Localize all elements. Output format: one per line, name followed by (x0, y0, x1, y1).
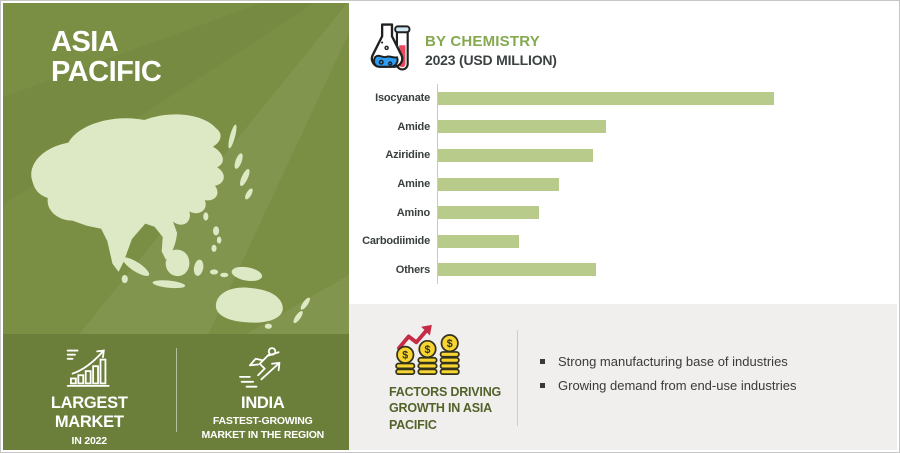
chart-category-label: Others (395, 263, 430, 276)
chart-bar-track (437, 198, 889, 227)
svg-text:$: $ (402, 350, 408, 362)
chart-bar (438, 263, 596, 277)
region-title: ASIA PACIFIC (51, 26, 162, 89)
chart-bar (438, 177, 559, 191)
chart-panel: BY CHEMISTRY 2023 (USD MILLION) Isocyana… (349, 3, 897, 304)
coins-growth-icon: $ $ $ (391, 321, 463, 379)
chart-bar-track (437, 112, 889, 142)
chart-row: Isocyanate (349, 84, 889, 113)
factor-bullet: Strong manufacturing base of industries (540, 354, 796, 369)
chart-category-label: Amide (397, 120, 430, 133)
chart-row: Amide (349, 112, 889, 142)
chemistry-flask-icon (369, 21, 415, 73)
chart-rows: Isocyanate Amide Aziridine Amine Amino Carbod… (349, 84, 889, 285)
factors-divider (517, 330, 518, 426)
chart-bar-track (437, 84, 889, 113)
runner-arrow-icon (230, 344, 296, 390)
stat-largest-market: LARGEST MARKET IN 2022 (3, 334, 176, 450)
asia-pacific-map-icon (31, 114, 310, 329)
chart-category-label: Carbodiimide (362, 235, 430, 248)
growth-chart-icon (56, 344, 122, 390)
svg-text:$: $ (425, 344, 431, 356)
chart-bar-track (437, 226, 889, 256)
stat-title: INDIA (241, 394, 285, 412)
stat-subtitle: IN 2022 (71, 434, 108, 447)
chart-subtitle: 2023 (USD MILLION) (425, 52, 557, 68)
stats-divider (175, 348, 177, 432)
asia-pacific-map (15, 101, 333, 333)
chart-row: Carbodiimide (349, 226, 889, 256)
chart-bar (438, 206, 539, 220)
chart-category-label: Amine (397, 178, 430, 191)
stat-title: LARGEST MARKET (50, 394, 128, 432)
chart-bar (438, 148, 593, 162)
region-panel: ASIA PACIFIC (3, 3, 349, 450)
factor-bullet: Growing demand from end-use industries (540, 378, 796, 393)
svg-text:$: $ (447, 338, 453, 350)
chart-row: Aziridine (349, 141, 889, 170)
chart-row: Amine (349, 169, 889, 199)
stat-subtitle: FASTEST-GROWING MARKET IN THE REGION (201, 415, 325, 441)
region-stats-band: LARGEST MARKET IN 2022 (3, 334, 349, 450)
factors-left: $ $ $ FACTORS DRIVING GROWTH IN ASIA PAC… (389, 321, 507, 433)
chart-bar (438, 234, 519, 248)
right-column: BY CHEMISTRY 2023 (USD MILLION) Isocyana… (349, 3, 897, 450)
chart-bar-track (437, 141, 889, 170)
chart-title: BY CHEMISTRY (425, 33, 540, 50)
chart-bar (438, 120, 606, 134)
chart-bar (438, 91, 774, 105)
chart-bar-track (437, 169, 889, 199)
chart-category-label: Aziridine (385, 149, 430, 162)
chart-row: Amino (349, 198, 889, 227)
chart-category-label: Amino (396, 206, 430, 219)
chart-category-label: Isocyanate (375, 92, 430, 105)
chart-bar-track (437, 255, 889, 285)
factors-title: FACTORS DRIVING GROWTH IN ASIA PACIFIC (389, 385, 502, 432)
chart-titles: BY CHEMISTRY 2023 (USD MILLION) (425, 21, 557, 68)
chart-header: BY CHEMISTRY 2023 (USD MILLION) (369, 21, 889, 73)
factors-panel: $ $ $ FACTORS DRIVING GROWTH IN ASIA PAC… (349, 304, 897, 450)
stat-fastest-growing: INDIA FASTEST-GROWING MARKET IN THE REGI… (177, 334, 350, 450)
chart-row: Others (349, 255, 889, 285)
factors-bullets: Strong manufacturing base of industries … (540, 354, 796, 402)
